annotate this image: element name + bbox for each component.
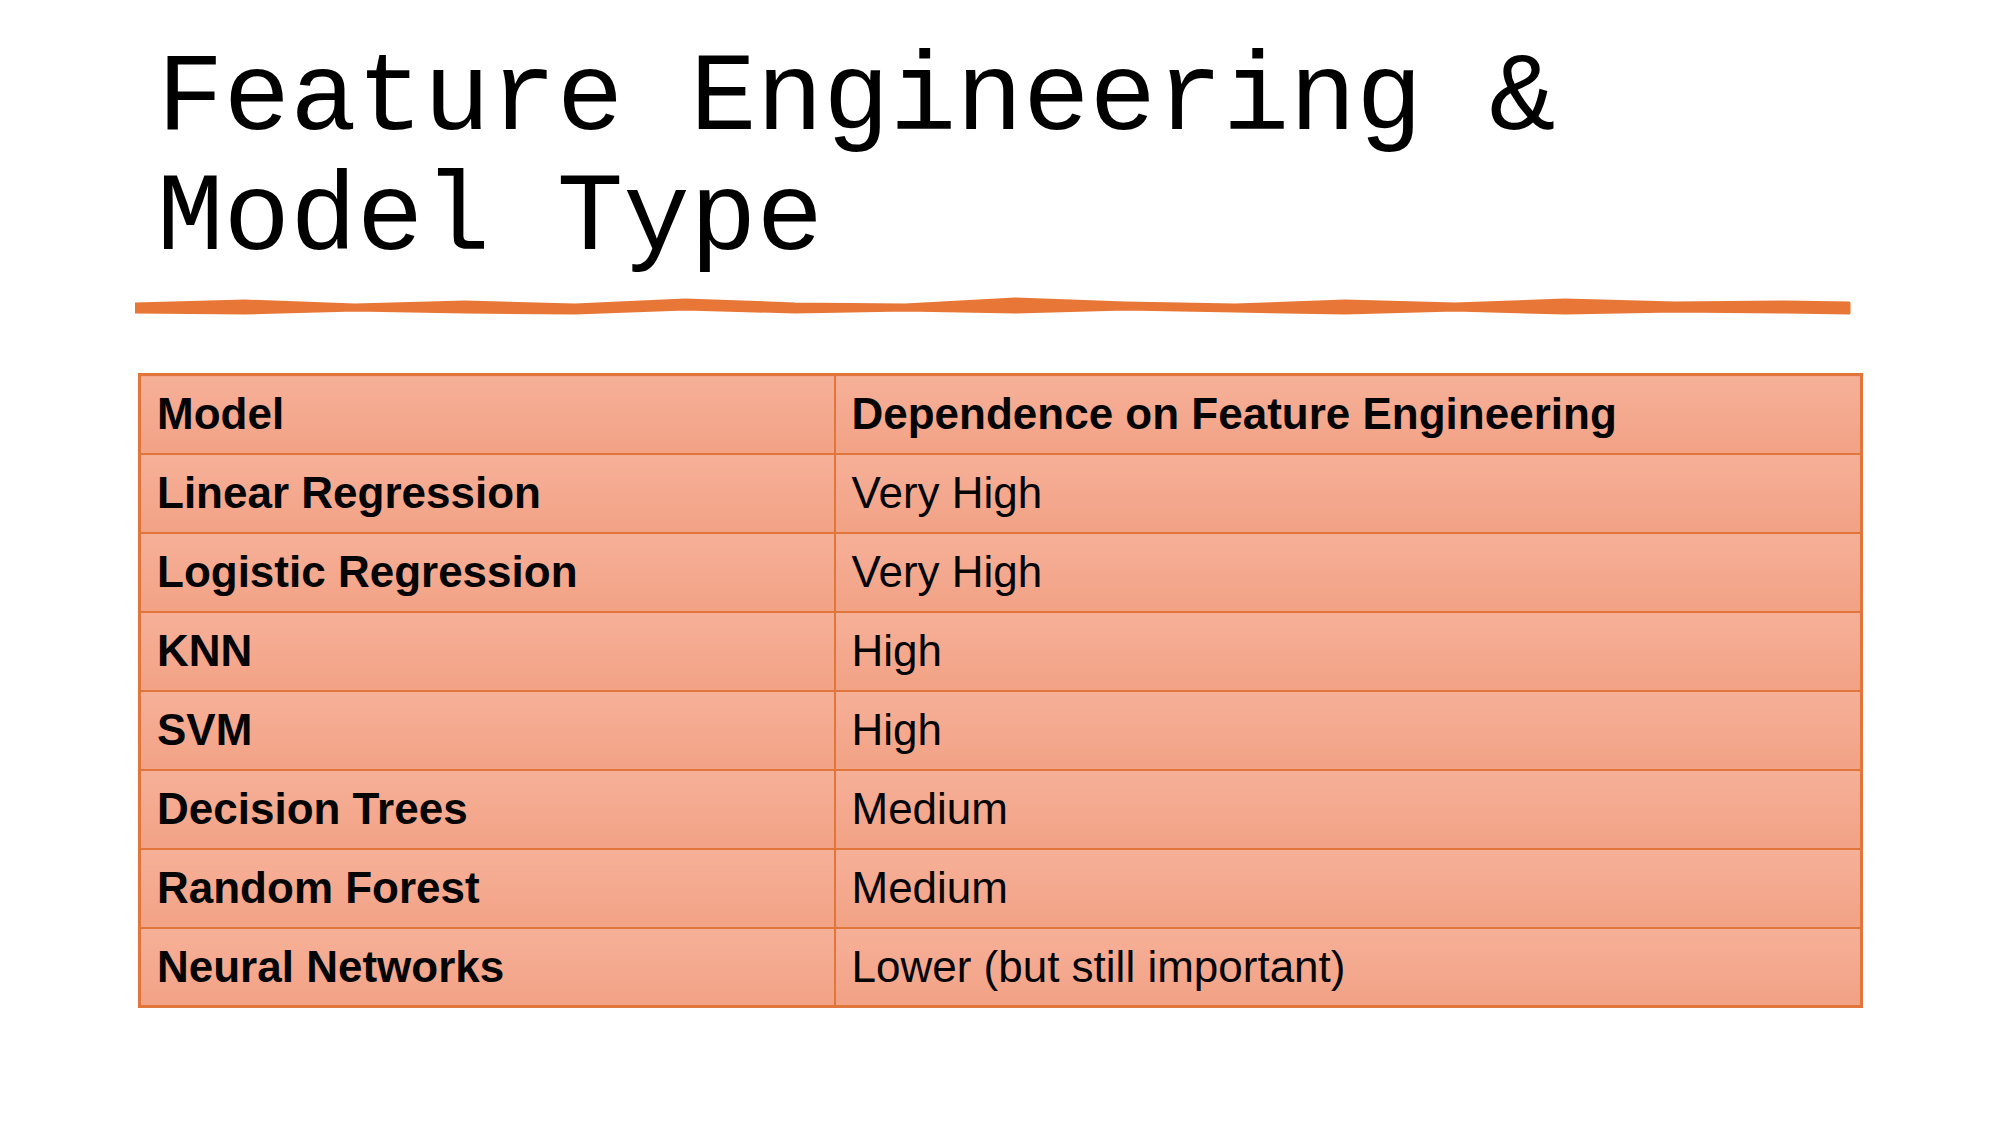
dependence-cell: High (835, 691, 1862, 770)
model-cell: Logistic Regression (140, 533, 835, 612)
column-header-model: Model (140, 375, 835, 454)
table-row: Random Forest Medium (140, 849, 1862, 928)
dependence-cell: Medium (835, 770, 1862, 849)
dependence-cell: Very High (835, 454, 1862, 533)
column-header-dependence: Dependence on Feature Engineering (835, 375, 1862, 454)
wavy-divider-line (135, 297, 1852, 321)
table-row: SVM High (140, 691, 1862, 770)
model-cell: Decision Trees (140, 770, 835, 849)
model-cell: Neural Networks (140, 928, 835, 1007)
model-cell: SVM (140, 691, 835, 770)
model-dependence-table: Model Dependence on Feature Engineering … (138, 373, 1863, 1008)
model-cell: KNN (140, 612, 835, 691)
dependence-cell: Lower (but still important) (835, 928, 1862, 1007)
table-row: Neural Networks Lower (but still importa… (140, 928, 1862, 1007)
table-row: KNN High (140, 612, 1862, 691)
slide-canvas: Feature Engineering & Model Type Model D… (0, 0, 2000, 1125)
table-row: Linear Regression Very High (140, 454, 1862, 533)
slide-title: Feature Engineering & Model Type (157, 40, 1556, 280)
model-cell: Random Forest (140, 849, 835, 928)
wavy-divider-path (135, 299, 1849, 313)
table-header-row: Model Dependence on Feature Engineering (140, 375, 1862, 454)
dependence-cell: Very High (835, 533, 1862, 612)
table-row: Logistic Regression Very High (140, 533, 1862, 612)
dependence-cell: Medium (835, 849, 1862, 928)
model-cell: Linear Regression (140, 454, 835, 533)
table-row: Decision Trees Medium (140, 770, 1862, 849)
dependence-cell: High (835, 612, 1862, 691)
